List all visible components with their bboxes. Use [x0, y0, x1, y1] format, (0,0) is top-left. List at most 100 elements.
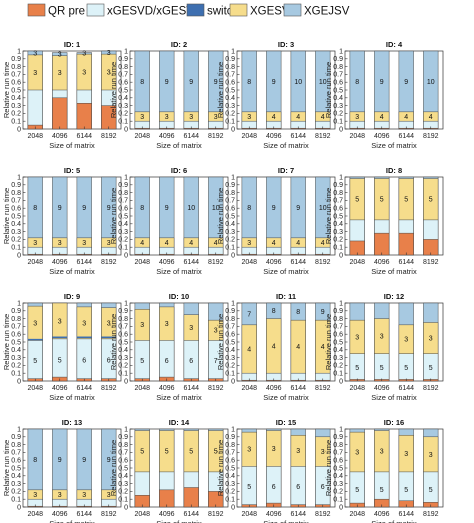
- x-axis-label: Size of matrix: [156, 267, 202, 276]
- segment-label-xgejsv: 10: [187, 205, 195, 212]
- segment-label-xgejsv: 8: [140, 205, 144, 212]
- segment-label-xgesvj: 3: [429, 336, 433, 343]
- bar-segment-switch: [76, 336, 92, 339]
- segment-label-xgejsv: 9: [165, 79, 169, 86]
- y-tick-label: 0.3: [11, 355, 21, 362]
- subplot-14: ID: 14 00.10.20.30.40.50.60.70.80.91 Relat…: [109, 418, 229, 523]
- bar-segment-switch: [101, 336, 117, 339]
- segment-label-xgejsv: 9: [214, 79, 218, 86]
- legend-swatch: [186, 3, 205, 17]
- y-tick-label: 0: [231, 252, 235, 259]
- segment-label-xgesvj: 3: [107, 240, 111, 247]
- y-tick-label: 0.8: [118, 316, 128, 323]
- segment-label-xgejsv: 9: [272, 79, 276, 86]
- segment-label-xgesvj: 3: [58, 70, 62, 77]
- y-tick-label: 0.2: [333, 111, 343, 118]
- y-tick-label: 0.5: [333, 339, 343, 346]
- y-tick-label: 0.3: [118, 229, 128, 236]
- y-tick-label: 1: [231, 174, 235, 181]
- segment-label-xgesvj: 4: [296, 344, 300, 351]
- y-axis-label: Relative run time: [324, 188, 333, 244]
- subplot-grid: ID: 100.10.20.30.40.50.60.70.80.91Relati…: [2, 40, 444, 523]
- y-tick-label: 0.2: [333, 363, 343, 370]
- x-tick-label: 8192: [208, 385, 224, 392]
- bar-segment-qr: [76, 103, 92, 130]
- bar-8192: 93: [101, 428, 117, 508]
- y-tick-label: 0.1: [225, 497, 235, 504]
- segment-label-xgejsv: 9: [165, 205, 169, 212]
- y-tick-label: 0.6: [118, 206, 128, 213]
- y-tick-label: 0.1: [11, 371, 21, 378]
- segment-label-xgesvd: 7: [214, 358, 218, 365]
- segment-label-xgejsv: 9: [107, 457, 111, 464]
- bar-segment-qr: [374, 232, 390, 256]
- y-tick-label: 0.3: [225, 103, 235, 110]
- bar-6144: 93: [183, 50, 199, 130]
- y-tick-label: 0.8: [11, 190, 21, 197]
- bar-2048: 35: [27, 302, 43, 382]
- x-tick-label: 8192: [315, 385, 331, 392]
- y-tick-label: 0.7: [225, 450, 235, 457]
- bar-4096: 5: [159, 428, 175, 508]
- segment-label-xgesvj: 3: [214, 328, 218, 335]
- y-tick-label: 0: [231, 504, 235, 511]
- bar-8192: 37: [208, 302, 224, 382]
- bar-2048: 5: [134, 428, 150, 508]
- y-tick-label: 0.6: [333, 80, 343, 87]
- bar-4096: 84: [266, 302, 282, 382]
- bar-4096: 35: [374, 302, 390, 382]
- y-tick-label: 0.5: [118, 213, 128, 220]
- subplot-title: ID: 1: [64, 40, 80, 49]
- subplot-title: ID: 13: [62, 418, 82, 427]
- y-tick-label: 0.7: [11, 450, 21, 457]
- segment-label-xgesvd: 6: [165, 358, 169, 365]
- segment-label-xgesvj: 4: [321, 344, 325, 351]
- subplot-2: ID: 2 00.10.20.30.40.50.60.70.80.91 Relati…: [109, 40, 229, 150]
- y-tick-label: 1: [231, 300, 235, 307]
- y-tick-label: 0.6: [11, 332, 21, 339]
- y-tick-label: 0.3: [333, 103, 343, 110]
- y-tick-label: 0.6: [333, 206, 343, 213]
- y-tick-label: 0.5: [11, 339, 21, 346]
- segment-label-xgesvj: 3: [355, 114, 359, 121]
- y-axis-label: Relative run time: [109, 62, 118, 118]
- y-tick-label: 0.8: [225, 64, 235, 71]
- x-tick-label: 8192: [101, 385, 117, 392]
- x-tick-label: 6144: [398, 259, 414, 266]
- segment-label-xgesvd: 5: [33, 358, 37, 365]
- legend-swatch: [27, 3, 46, 17]
- y-tick-label: 0.1: [11, 497, 21, 504]
- segment-label-xgesvd: 6: [321, 484, 325, 491]
- bar-4096: 35: [374, 428, 390, 508]
- y-tick-label: 0.4: [118, 221, 128, 228]
- x-tick-label: 2048: [134, 385, 150, 392]
- y-tick-label: 0.2: [225, 237, 235, 244]
- y-tick-label: 0.7: [11, 324, 21, 331]
- segment-label-xgejsv: 8: [140, 79, 144, 86]
- segment-label-xgesvj: 3: [355, 334, 359, 341]
- x-tick-label: 2048: [349, 133, 365, 140]
- subplot-title: ID: 15: [276, 418, 296, 427]
- segment-label-xgesvd: 5: [404, 365, 408, 372]
- x-tick-label: 6144: [290, 259, 306, 266]
- y-tick-label: 0.7: [118, 324, 128, 331]
- x-tick-label: 8192: [423, 385, 439, 392]
- y-tick-label: 0.5: [333, 213, 343, 220]
- y-axis-label: Relative run time: [2, 314, 11, 370]
- y-tick-label: 0.9: [333, 182, 343, 189]
- segment-label-xgesvj: 3: [355, 449, 359, 456]
- bar-4096: 36: [159, 302, 175, 382]
- segment-label-xgesvj: 4: [296, 240, 300, 247]
- segment-label-xgesvj: 3: [404, 451, 408, 458]
- segment-label-xgesvj: 3: [82, 320, 86, 327]
- y-tick-label: 0.1: [225, 371, 235, 378]
- x-tick-label: 4096: [159, 385, 175, 392]
- y-tick-label: 0.1: [333, 371, 343, 378]
- x-tick-label: 2048: [241, 511, 257, 518]
- y-tick-label: 0.5: [118, 87, 128, 94]
- segment-label-xgesvj: 4: [296, 114, 300, 121]
- bar-8192: 35: [423, 428, 439, 508]
- bar-4096: 94: [374, 50, 390, 130]
- subplot-title: ID: 8: [386, 166, 402, 175]
